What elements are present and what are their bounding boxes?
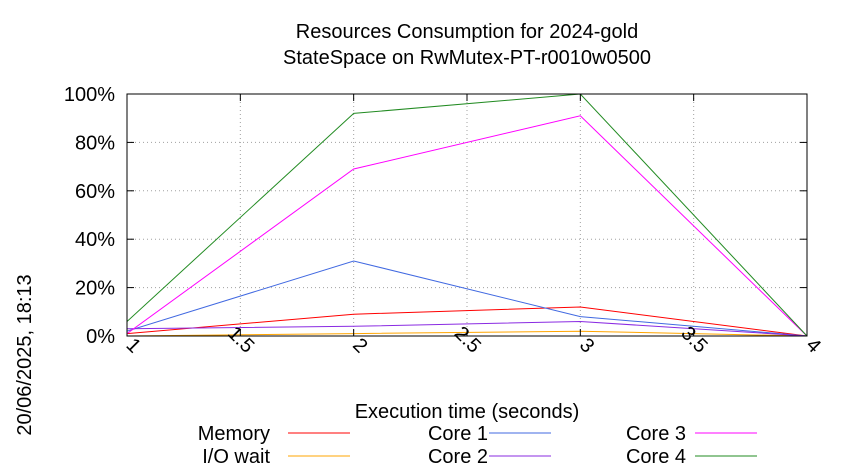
legend-label-core-2: Core 2: [428, 446, 488, 468]
x-tick-label-2: 2: [348, 334, 371, 357]
series-line-core-4: [126, 93, 808, 337]
series-line-core-3: [126, 115, 808, 337]
y-tick-label-3: 60%: [75, 181, 115, 203]
x-axis-ticks: 1 1.5 2 2.5 3 3.5 4: [122, 94, 825, 358]
y-tick-label-1: 20%: [75, 278, 115, 300]
chart-title: Resources Consumption for 2024-gold: [296, 21, 638, 43]
series-line-core-1: [126, 260, 808, 337]
series-line-core-2: [126, 320, 808, 337]
y-tick-label-5: 100%: [64, 84, 115, 106]
legend-label-memory: Memory: [198, 423, 270, 445]
legend-label-core-3: Core 3: [626, 423, 686, 445]
series-line-memory: [126, 306, 808, 337]
y-tick-label-2: 40%: [75, 229, 115, 251]
x-tick-label-3: 2.5: [450, 322, 485, 357]
x-tick-label-6: 4: [802, 334, 825, 357]
y-axis-ticks: 0% 20% 40% 60% 80% 100%: [64, 84, 807, 348]
chart-subtitle: StateSpace on RwMutex-PT-r0010w0500: [283, 47, 651, 69]
x-tick-label-4: 3: [575, 334, 598, 357]
y-tick-label-0: 0%: [86, 326, 115, 348]
x-tick-label-0: 1: [122, 334, 145, 357]
legend-label-i-o-wait: I/O wait: [202, 446, 270, 468]
legend-label-core-1: Core 1: [428, 423, 488, 445]
timestamp-label: 20/06/2025, 18:13: [14, 274, 36, 435]
legend-label-core-4: Core 4: [626, 446, 686, 468]
y-tick-label-4: 80%: [75, 132, 115, 154]
x-axis-label: Execution time (seconds): [355, 401, 580, 423]
